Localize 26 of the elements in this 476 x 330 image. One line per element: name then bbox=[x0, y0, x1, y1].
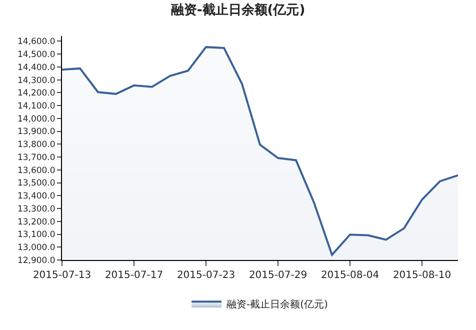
x-tick-label: 2015-08-04 bbox=[320, 270, 380, 281]
legend-label: 融资-截止日余额(亿元) bbox=[226, 298, 328, 311]
y-tick-label: 13,700.0 bbox=[17, 152, 56, 163]
y-tick-label: 12,900.0 bbox=[17, 256, 56, 266]
y-tick-label: 14,200.0 bbox=[17, 88, 56, 99]
y-tick-label: 13,300.0 bbox=[17, 204, 56, 214]
x-tick-label: 2015-07-13 bbox=[32, 270, 92, 281]
y-tick-label: 13,800.0 bbox=[17, 140, 56, 150]
y-tick-label: 13,900.0 bbox=[17, 127, 56, 138]
x-tick-label: 2015-07-23 bbox=[176, 270, 236, 281]
y-tick-label: 14,500.0 bbox=[17, 50, 56, 60]
y-tick-label: 14,000.0 bbox=[17, 114, 56, 124]
chart-title: 融资-截止日余额(亿元) bbox=[170, 2, 306, 18]
x-tick-label: 2015-07-29 bbox=[248, 270, 308, 281]
y-tick-label: 13,500.0 bbox=[17, 178, 56, 189]
x-tick-label: 2015-08-10 bbox=[392, 270, 452, 281]
y-tick-label: 14,400.0 bbox=[17, 62, 56, 73]
y-tick-label: 14,100.0 bbox=[17, 101, 56, 112]
y-tick-label: 14,600.0 bbox=[17, 37, 56, 48]
x-tick-label: 2015-07-17 bbox=[104, 270, 164, 281]
y-tick-label: 13,600.0 bbox=[17, 166, 56, 176]
y-tick-label: 13,400.0 bbox=[17, 192, 56, 202]
y-tick-label: 14,300.0 bbox=[17, 76, 56, 86]
y-tick-label: 13,200.0 bbox=[17, 217, 56, 228]
y-tick-label: 13,100.0 bbox=[17, 230, 56, 240]
y-tick-label: 13,000.0 bbox=[17, 243, 56, 254]
